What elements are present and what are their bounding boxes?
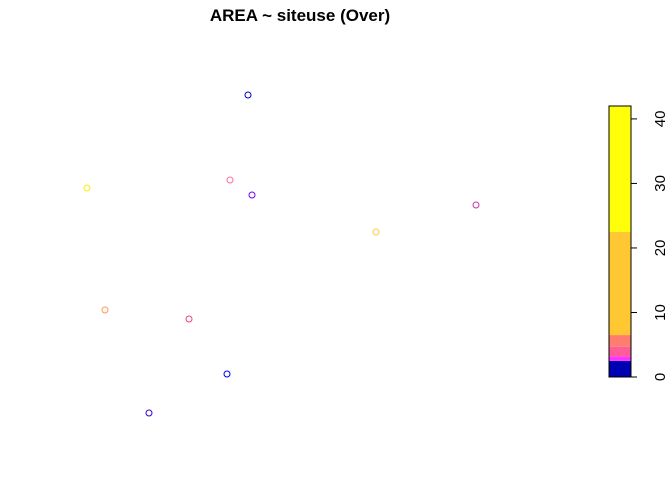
- colorbar-band: [609, 335, 631, 347]
- colorbar-band: [609, 106, 631, 232]
- chart-title: AREA ~ siteuse (Over): [210, 6, 390, 25]
- scatter-point: [101, 306, 109, 314]
- colorbar-band: [609, 231, 631, 336]
- scatter-point: [223, 370, 231, 378]
- colorbar-band: [609, 356, 631, 361]
- colorbar-frame: [608, 105, 632, 378]
- scatter-point: [248, 191, 256, 199]
- colorbar: 0 10 20 30 40: [608, 105, 669, 381]
- scatter-point: [185, 315, 193, 323]
- scatter-point: [83, 184, 91, 192]
- scatter-point: [472, 201, 480, 209]
- colorbar-tick-label: 10: [652, 304, 669, 321]
- colorbar-band: [609, 360, 631, 377]
- scatter-points: [83, 91, 480, 417]
- colorbar-tick-label: 30: [652, 175, 669, 192]
- scatter-point: [145, 409, 153, 417]
- scatter-point: [244, 91, 252, 99]
- colorbar-tick-label: 0: [652, 373, 669, 381]
- colorbar-band: [609, 346, 631, 357]
- scatter-point: [226, 176, 234, 184]
- colorbar-tick-label: 40: [652, 111, 669, 128]
- scatter-point: [372, 228, 380, 236]
- colorbar-tick-label: 20: [652, 240, 669, 257]
